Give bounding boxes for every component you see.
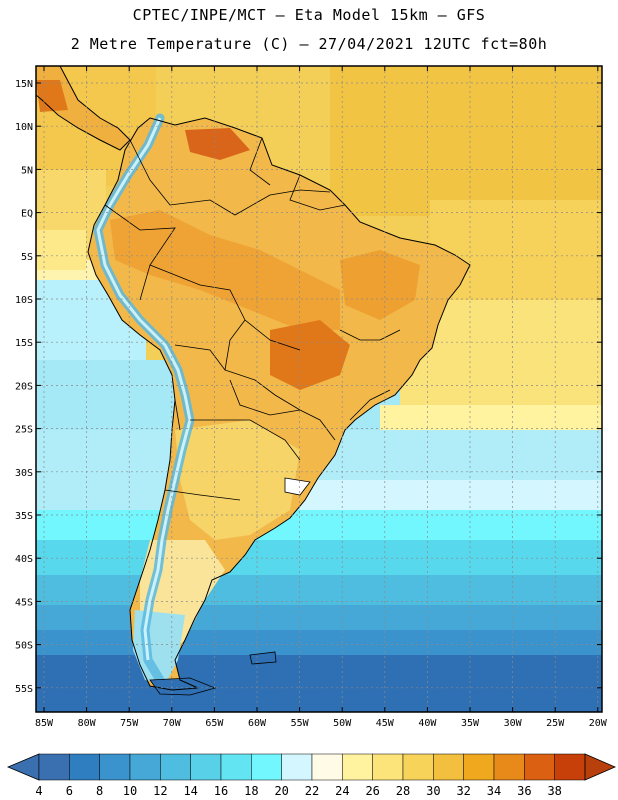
lat-tick-label: 15N xyxy=(15,79,33,90)
lat-tick-label: 10S xyxy=(15,295,33,306)
colorbar-label: 20 xyxy=(274,784,288,798)
lon-tick-label: 40W xyxy=(418,718,437,729)
amazon-hot-zone xyxy=(110,210,340,330)
colorbar-segment xyxy=(190,753,222,781)
colorbar-label: 6 xyxy=(66,784,73,798)
lon-tick-label: 60W xyxy=(248,718,267,729)
band-12 xyxy=(36,575,602,610)
colorbar-segment xyxy=(251,753,282,781)
colorbar-label: 30 xyxy=(426,784,440,798)
lon-tick-label: 50W xyxy=(333,718,352,729)
rio-de-la-plata xyxy=(284,477,311,496)
colorbar-segment xyxy=(463,753,495,781)
colorbar-label: 34 xyxy=(487,784,501,798)
latitude-ticks: 15N 10N 5N EQ 5S 10S 15S 20S 25S 30S 35S 40S 45S 50S 5… xyxy=(15,79,602,695)
colorbar-label: 18 xyxy=(244,784,258,798)
colorbar-label: 12 xyxy=(153,784,167,798)
lon-tick-label: 70W xyxy=(163,718,182,729)
colorbar-label: 26 xyxy=(365,784,379,798)
colorbar-right-arrow xyxy=(584,753,617,781)
atlantic-band-28 xyxy=(330,66,602,216)
colorbar-label: 32 xyxy=(456,784,470,798)
colorbar-label: 16 xyxy=(214,784,228,798)
lat-tick-label: 30S xyxy=(15,468,33,479)
colorbar-segment xyxy=(69,753,100,781)
title-line-2: 2 Metre Temperature (C) – 27/04/2021 12U… xyxy=(70,35,548,53)
colorbar-segment xyxy=(38,753,70,781)
lat-tick-label: 35S xyxy=(15,511,33,522)
title-line-1: CPTEC/INPE/MCT – Eta Model 15km – GFS xyxy=(132,6,486,24)
colorbar-segment xyxy=(281,753,313,781)
colorbar-label: 38 xyxy=(547,784,561,798)
colorbar-segment xyxy=(99,753,131,781)
colorbar-segment xyxy=(220,753,252,781)
lon-tick-label: 35W xyxy=(461,718,480,729)
lat-tick-label: 15S xyxy=(15,338,33,349)
lat-tick-label: 5S xyxy=(21,252,33,263)
map-frame xyxy=(35,65,603,713)
colorbar-segment xyxy=(342,753,373,781)
lon-tick-label: 55W xyxy=(291,718,310,729)
tierra-del-fuego xyxy=(149,677,217,696)
lon-tick-label: 65W xyxy=(205,718,224,729)
lon-tick-label: 80W xyxy=(78,718,97,729)
lat-lon-grid xyxy=(36,66,602,712)
colorbar-label: 36 xyxy=(517,784,531,798)
colorbar-label: 8 xyxy=(96,784,103,798)
colorbar-left-arrow xyxy=(6,753,40,781)
colorbar-label: 14 xyxy=(183,784,197,798)
lon-tick-label: 75W xyxy=(120,718,139,729)
pampas-zone xyxy=(175,420,300,540)
lon-tick-label: 85W xyxy=(35,718,54,729)
longitude-ticks: 85W 80W 75W 70W 65W 60W 55W 50W 45W 40W 35W 30W 25W 2… xyxy=(35,66,608,729)
colorbar-label: 22 xyxy=(305,784,319,798)
colorbar-segment xyxy=(493,753,525,781)
colorbar-segment xyxy=(554,753,586,781)
lon-tick-label: 30W xyxy=(504,718,523,729)
lon-tick-label: 25W xyxy=(546,718,565,729)
colorbar-segment xyxy=(311,753,343,781)
lat-tick-label: 45S xyxy=(15,597,33,608)
andes-ridge-core xyxy=(96,117,192,661)
lon-tick-label: 20W xyxy=(589,718,608,729)
colorbar-segment xyxy=(524,753,555,781)
map-field xyxy=(36,66,602,712)
lat-tick-label: 55S xyxy=(15,684,33,695)
colorbar-segment xyxy=(129,753,161,781)
lat-tick-label: 50S xyxy=(15,641,33,652)
central-america-coast xyxy=(36,66,131,151)
lat-tick-label: 40S xyxy=(15,554,33,565)
colorbar-label: 24 xyxy=(335,784,349,798)
lat-tick-label: 20S xyxy=(15,381,33,392)
colorbar: 4 6 8 10 12 14 16 18 20 22 24 26 28 30 32 34 36 38 xyxy=(6,753,617,798)
colorbar-segment xyxy=(372,753,404,781)
coastline xyxy=(87,117,471,691)
lat-tick-label: EQ xyxy=(21,209,33,220)
colorbar-segment xyxy=(402,753,434,781)
venezuela-hot-zone xyxy=(185,128,250,160)
colorbar-label: 28 xyxy=(396,784,410,798)
northeast-hot-zone xyxy=(340,250,420,320)
lat-tick-label: 10N xyxy=(15,122,33,133)
lat-tick-label: 25S xyxy=(15,425,33,436)
band-6 xyxy=(36,655,602,712)
atlantic-band-26 xyxy=(430,200,602,310)
colorbar-label: 4 xyxy=(35,784,42,798)
country-borders xyxy=(104,137,401,501)
lon-tick-label: 45W xyxy=(376,718,395,729)
colorbar-segment xyxy=(433,753,464,781)
pacific-nw-24 xyxy=(36,230,86,270)
falkland-islands xyxy=(249,651,277,665)
central-brazil-hot-zone xyxy=(270,320,350,390)
lat-tick-label: 5N xyxy=(21,165,33,176)
colorbar-label: 10 xyxy=(123,784,137,798)
colorbar-segment xyxy=(160,753,191,781)
